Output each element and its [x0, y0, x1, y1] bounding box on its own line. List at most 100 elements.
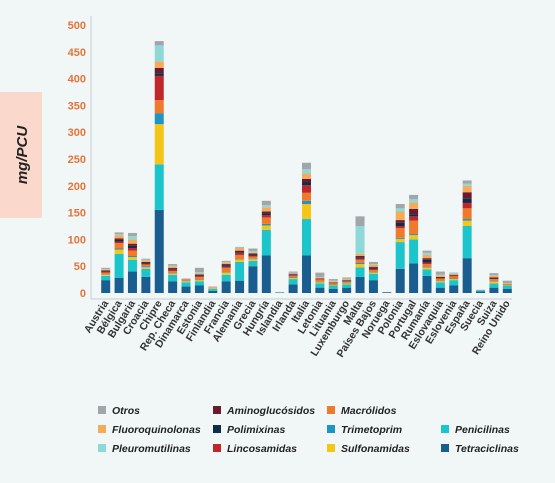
bar-segment: Letonia — Lincosamidas: 1 [315, 279, 325, 280]
bar-segment: Francia — Pleuromutilinas: 1 [221, 261, 231, 263]
bar-segment: Grecia — Lincosamidas: 2 [248, 255, 258, 257]
bar-segment: Bélgica — Macrólidos: 10 [114, 243, 124, 249]
bar-segment: Portugal — Macrólidos: 25 [409, 220, 419, 235]
bar-segment: Grecia — Fluoroquinolonas: 2 [248, 252, 258, 254]
bar-segment: Rep. Checa — Penicilinas: 12 [168, 274, 178, 282]
bar-segment: Bulgaria — Macrólidos: 10 [127, 250, 137, 257]
bar-segment: Francia — Lincosamidas: 2 [221, 266, 231, 268]
bar-segment: Croacia — Trimetoprim: 2 [141, 266, 151, 268]
bar-segment: Alemania — Fluoroquinolonas: 5 [235, 247, 245, 251]
bar-segment: Países Bajos — Lincosamidas: 2 [368, 268, 378, 270]
bar-segment: Grecia — Tetraciclinas: 50 [248, 266, 258, 293]
bar-segment: Finlandia — Sulfonamidas: 1 [208, 288, 218, 289]
bar-segment: Alemania — Lincosamidas: 3 [235, 253, 245, 255]
bar-segment: Portugal — Otros: 8 [409, 194, 419, 200]
bar-segment: Grecia — Penicilinas: 10 [248, 260, 258, 267]
bar-segment: Francia — Otros: 2 [221, 260, 231, 262]
bar-segment: Finlandia — Otros: 1 [208, 286, 218, 288]
bar-segment: Polonia — Aminoglucósidos: 5 [395, 220, 405, 223]
bar-segment: Grecia — Otros: 5 [248, 248, 258, 252]
legend-swatch [441, 444, 449, 452]
bar-segment: Lituania — Otros: 3 [328, 279, 338, 281]
bar-segment: Grecia — Pleuromutilinas: 2 [248, 251, 258, 253]
bar-segment: Grecia — Aminoglucósidos: 2 [248, 253, 258, 255]
bar-segment: Bulgaria — Sulfonamidas: 5 [127, 257, 137, 260]
legend-swatch [98, 425, 106, 433]
bar-segment: Dinamarca — Sulfonamidas: 2 [181, 281, 191, 283]
bar-segment: España — Polimixinas: 8 [462, 198, 472, 203]
bar-segment: Bulgaria — Aminoglucósidos: 4 [127, 243, 137, 246]
bar-segment: Bélgica — Aminoglucósidos: 3 [114, 238, 124, 240]
bar-segment: Hungría — Macrólidos: 12 [261, 217, 271, 224]
legend-label: Trimetoprim [341, 424, 402, 436]
bar-segment: Rep. Checa — Pleuromutilinas: 1 [168, 265, 178, 267]
bar-segment: Bulgaria — Penicilinas: 22 [127, 259, 137, 272]
bar-segment: Chipre — Sulfonamidas: 75 [154, 124, 164, 165]
legend-label: Aminoglucósidos [226, 405, 315, 417]
bar-segment: Luxemburgo — Penicilinas: 6 [342, 284, 352, 288]
bar-segment: Alemania — Macrólidos: 8 [235, 254, 245, 260]
bar-segment: Eslovaquia — Otros: 6 [435, 271, 445, 275]
bar-segment: Bulgaria — Otros: 6 [127, 232, 137, 237]
bar-segment: Chipre — Aminoglucósidos: 10 [154, 67, 164, 74]
bar-segment: Hungría — Pleuromutilinas: 4 [261, 205, 271, 208]
bar-segment: España — Lincosamidas: 10 [462, 202, 472, 209]
bar-segment: Países Bajos — Aminoglucósidos: 2 [368, 266, 378, 268]
bar-segment: Croacia — Aminoglucósidos: 1 [141, 261, 151, 263]
legend-swatch [441, 425, 449, 433]
bar-segment: Letonia — Fluoroquinolonas: 2 [315, 277, 325, 279]
bar-segment: Estonia — Macrólidos: 5 [194, 276, 204, 280]
bar-segment: Chipre — Fluoroquinolonas: 12 [154, 61, 164, 68]
bar-segment: Grecia — Polimixinas: 2 [248, 254, 258, 256]
bar-segment: Rep. Checa — Tetraciclinas: 22 [168, 281, 178, 293]
bar-segment: Portugal — Trimetoprim: 2 [409, 234, 419, 236]
bar-segment: Reino Unido — Sulfonamidas: 1 [502, 284, 512, 286]
bar-segment: Finlandia — Penicilinas: 4 [208, 288, 218, 291]
bar-segment: Irlanda — Sulfonamidas: 2 [288, 277, 298, 280]
bar-segment: Polonia — Lincosamidas: 4 [395, 226, 405, 229]
y-tick-label: 350 [68, 100, 86, 112]
legend-label: Pleuromutilinas [112, 443, 191, 455]
bar-segment: Eslovenia — Otros: 1 [449, 272, 459, 274]
y-tick-label: 250 [68, 154, 86, 166]
bar-segment: Letonia — Aminoglucósidos: 1 [315, 278, 325, 280]
bar-segment: Suiza — Lincosamidas: 1 [489, 278, 499, 280]
bar-segment: Austria — Aminoglucósidos: 1 [101, 270, 111, 272]
legend-swatch [327, 444, 335, 452]
bar-segment: Finlandia — Fluoroquinolonas: 1 [208, 287, 218, 288]
bar-segment: Irlanda — Pleuromutilinas: 1 [288, 272, 298, 274]
bar-segment: Rumanía — Polimixinas: 5 [422, 259, 432, 263]
bar-segment: Rumanía — Tetraciclinas: 32 [422, 275, 432, 293]
bar-segment: Croacia — Pleuromutilinas: 1 [141, 259, 151, 261]
bar-segment: Malta — Otros: 18 [355, 216, 365, 226]
bar-segment: Países Bajos — Trimetoprim: 1 [368, 272, 378, 273]
bar-segment: Lituania — Polimixinas: 1 [328, 282, 338, 283]
bar-segment: Rumanía — Fluoroquinolonas: 6 [422, 254, 432, 259]
bar-segment: Francia — Polimixinas: 3 [221, 265, 231, 267]
bar-segment: Alemania — Polimixinas: 2 [235, 252, 245, 254]
bar-segment: Irlanda — Penicilinas: 10 [288, 279, 298, 285]
bar-segment: Rep. Checa — Macrólidos: 4 [168, 271, 178, 274]
bar-segment: Luxemburgo — Aminoglucósidos: 1 [342, 280, 352, 281]
bar-segment: Suecia — Penicilinas: 2 [476, 290, 486, 292]
bar-segment: Portugal — Lincosamidas: 8 [409, 216, 419, 221]
bar-segment: Malta — Penicilinas: 18 [355, 267, 365, 277]
bar-segment: Rep. Checa — Polimixinas: 2 [168, 268, 178, 270]
bar-segment: España — Trimetoprim: 3 [462, 219, 472, 221]
bar-segment: Alemania — Sulfonamidas: 4 [235, 259, 245, 262]
bar-segment: Eslovenia — Pleuromutilinas: 1 [449, 273, 459, 274]
legend-swatch [213, 444, 221, 452]
bar-segment: Suiza — Tetraciclinas: 10 [489, 287, 499, 293]
bar-segment: Eslovenia — Lincosamidas: 1 [449, 275, 459, 277]
bar-segment: Suiza — Otros: 4 [489, 273, 499, 276]
bar-segment: Eslovaquia — Aminoglucósidos: 1 [435, 276, 445, 278]
bar-segment: Bélgica — Sulfonamidas: 8 [114, 249, 124, 254]
bar-segment: Rep. Checa — Otros: 3 [168, 264, 178, 266]
bar-segment: Croacia — Fluoroquinolonas: 3 [141, 260, 151, 262]
legend-label: Lincosamidas [227, 443, 297, 455]
bar-segment: Bulgaria — Fluoroquinolonas: 8 [127, 239, 137, 244]
bar-segment: Malta — Fluoroquinolonas: 4 [355, 253, 365, 257]
bar-segment: Suiza — Macrólidos: 4 [489, 279, 499, 282]
bar-segment: Finlandia — Macrólidos: 1 [208, 287, 218, 289]
legend-label: Macrólidos [341, 405, 397, 417]
